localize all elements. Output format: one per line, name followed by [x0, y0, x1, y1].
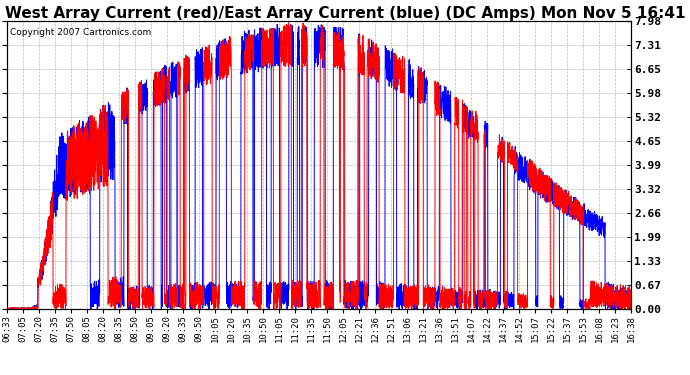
Text: West Array Current (red)/East Array Current (blue) (DC Amps) Mon Nov 5 16:41: West Array Current (red)/East Array Curr…	[5, 6, 685, 21]
Text: Copyright 2007 Cartronics.com: Copyright 2007 Cartronics.com	[10, 28, 151, 37]
